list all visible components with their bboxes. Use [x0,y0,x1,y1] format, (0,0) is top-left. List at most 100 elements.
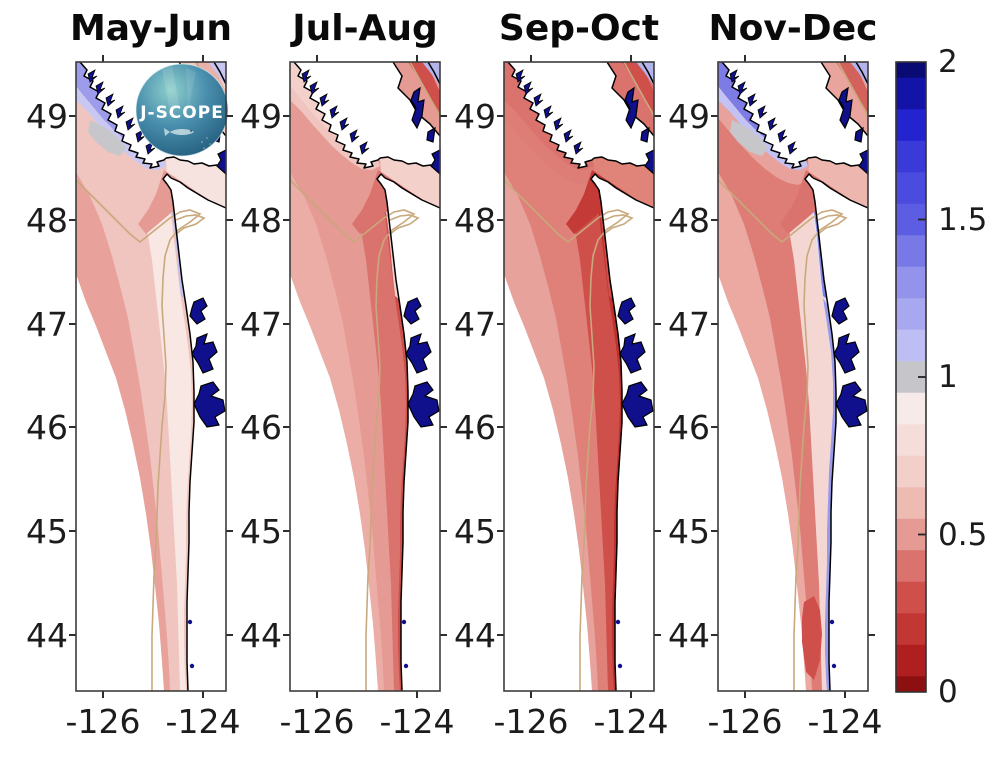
colorbar-band [896,266,926,299]
inland-water [838,86,853,130]
lat-tick-label: 46 [668,408,710,447]
lat-tick-label: 46 [26,408,68,447]
island-inlet [115,105,126,119]
inland-water [403,297,422,325]
island-inlet [359,141,370,155]
estuary-dot [401,619,407,625]
field-region [730,120,768,156]
colorbar-band [896,62,926,79]
island-inlet [87,69,98,83]
island-inlet [767,117,778,131]
coastline [384,177,441,209]
island-inlet [515,69,526,83]
isobath-contour [817,214,848,235]
lon-tick-label: -126 [65,702,141,741]
estuary-dot [189,663,195,669]
isobath-contour [289,179,416,691]
island-inlet [105,93,116,107]
lat-tick-label: 46 [454,408,496,447]
lat-tick-label: 49 [26,97,68,136]
estuary-dot [403,663,409,669]
field-region [146,184,194,691]
lat-tick-label: 45 [26,512,68,551]
colorbar-band [896,235,926,268]
inland-water [624,86,639,130]
inland-water [407,381,440,428]
coastline [170,177,227,209]
inland-water [621,381,654,428]
colorbar-band [896,613,926,646]
field-region [208,62,226,86]
island-inlet [125,117,136,131]
field-region [808,157,868,208]
inland-water [430,149,441,176]
axis-ticks [69,55,233,698]
panel-frame [717,61,869,692]
coastline [392,61,441,137]
isobath-contour [717,179,844,691]
field-region [823,298,836,691]
island-inlet [787,141,798,155]
island-inlet [563,129,574,143]
jscope-logo-text: J-SCOPE [139,103,224,123]
lat-tick-label: 49 [240,97,282,136]
field-region [290,100,384,185]
lat-tick-label: 48 [240,201,282,240]
inland-water [644,149,655,176]
lon-tick-label: -126 [279,702,355,741]
lat-tick-label: 44 [668,616,710,655]
land-mass [508,62,654,168]
colorbar-tick-label: 1 [938,359,958,395]
island-inlet [329,105,340,119]
colorbar-band [896,140,926,173]
lat-tick-label: 48 [454,201,496,240]
panel-title-sep-oct: Sep-Oct [498,8,660,49]
lon-tick-label: -124 [165,702,241,741]
island-inlet [729,69,740,83]
coastline [427,61,441,85]
isobath-contour [409,61,441,119]
coastline [593,156,655,168]
land-mass [722,62,868,168]
estuary-dot [187,619,193,625]
land-mass [294,62,440,168]
island-inlet [777,129,788,143]
island-inlet [737,81,748,95]
coastline [590,173,623,692]
colorbar-band [896,298,926,331]
island-inlet [309,81,320,95]
colorbar-frame [895,61,927,693]
inland-water [405,332,432,374]
land-mass [377,174,440,691]
map-panel-may-jun: J-SCOPE [69,55,233,698]
colorbar-band [896,550,926,583]
colorbar-tick-label: 0 [938,674,958,710]
lat-tick-label: 47 [26,305,68,344]
lat-tick-label: 47 [240,305,282,344]
field-region [360,184,408,691]
lat-tick-label: 48 [668,201,710,240]
axis-ticks [497,55,661,698]
inland-water [831,297,850,325]
colorbar-band [896,172,926,205]
coastline [855,61,869,85]
isobath-contour [503,179,630,691]
inland-water [854,126,864,143]
inland-water [193,381,226,428]
colorbar-band [896,77,926,110]
estuary-dot [615,619,621,625]
inland-water [617,297,636,325]
field-region [422,62,440,86]
colorbar-band [896,644,926,677]
colorbar-band [896,581,926,614]
field-region [76,100,170,185]
land-mass [805,174,868,691]
field-region [594,157,654,208]
field-region [788,184,836,691]
field-region [574,184,622,691]
coastline [812,177,869,209]
colorbar-tick-label: 1.5 [938,201,988,238]
lat-tick-label: 44 [240,616,282,655]
panel-title-may-jun: May-Jun [69,8,233,49]
coastline [641,61,655,85]
